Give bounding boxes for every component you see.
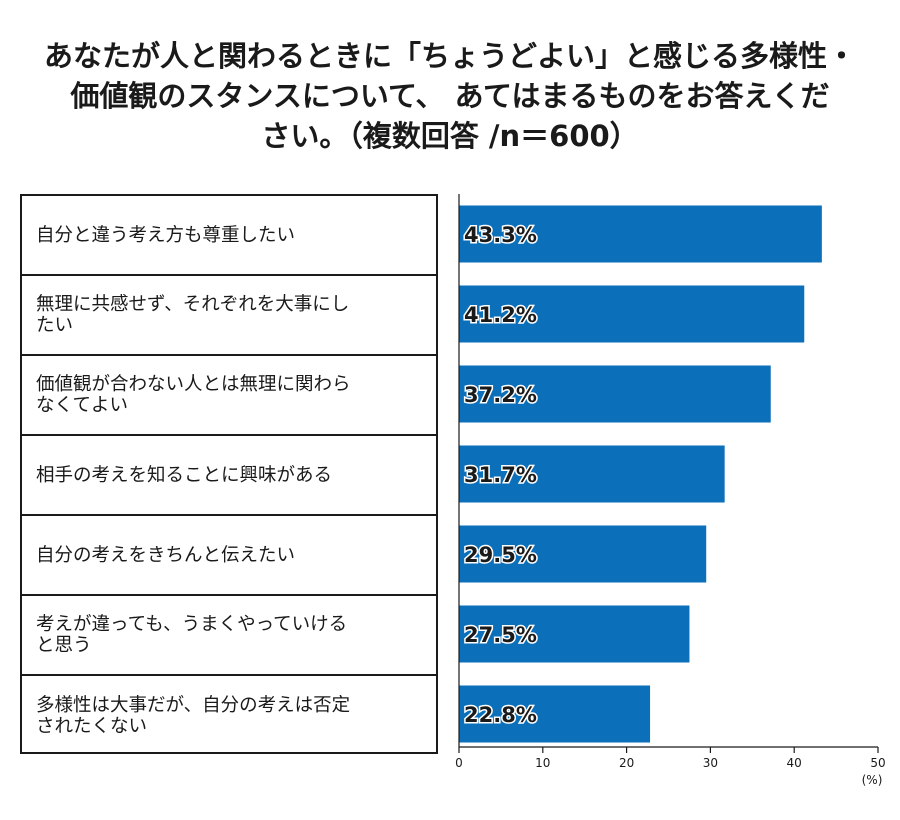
category-label-table: 自分と違う考え方も尊重したい 無理に共感せず、それぞれを大事にし たい 価値観が合わな… (20, 194, 438, 754)
bar-value-label: 31.7% (464, 463, 537, 487)
category-label-line: 無理に共感せず、それぞれを大事にし (36, 294, 350, 315)
category-label-line: と思う (36, 635, 92, 656)
category-label: 価値観が合わない人とは無理に関わら なくてよい (22, 356, 436, 436)
x-tick-label: 30 (703, 756, 718, 770)
category-label-line: 自分の考えをきちんと伝えたい (36, 544, 296, 566)
chart-title-line: あなたが人と関わるときに「ちょうどよい」と感じる多様性・ (43, 39, 856, 73)
x-tick-label: 50 (870, 756, 885, 770)
bar (459, 605, 690, 663)
category-label-line: たい (36, 315, 74, 336)
category-label: 無理に共感せず、それぞれを大事にし たい (22, 276, 436, 356)
x-tick-label: 40 (787, 756, 802, 770)
category-label-line: 相手の考えを知ることに興味がある (36, 464, 333, 486)
bar-value-label: 27.5% (464, 623, 537, 647)
x-axis-unit-label: (%) (862, 773, 883, 787)
bar (459, 525, 707, 583)
bar-value-label: 37.2% (464, 383, 537, 407)
bar (459, 365, 771, 423)
bar-value-label: 43.3% (464, 223, 537, 247)
category-label-line: なくてよい (36, 395, 128, 416)
x-tick-label: 10 (535, 756, 550, 770)
category-label-line: 多様性は大事だが、自分の考えは否定 (36, 695, 351, 716)
category-label: 相手の考えを知ることに興味がある (22, 436, 436, 516)
bar-value-label: 41.2% (464, 303, 537, 327)
chart-title-line: さい。（複数回答 /n＝600） (261, 119, 639, 153)
category-label: 考えが違っても、うまくやっていける と思う (22, 596, 436, 676)
bar (459, 685, 651, 743)
chart-title-line: 価値観のスタンスについて、 あてはまるものをお答えくだ (70, 79, 830, 113)
x-tick-label: 20 (619, 756, 634, 770)
category-label-line: 自分と違う考え方も尊重したい (36, 224, 296, 246)
category-label: 自分の考えをきちんと伝えたい (22, 516, 436, 596)
category-label-line: 価値観が合わない人とは無理に関わら (36, 374, 351, 395)
chart-title: あなたが人と関わるときに「ちょうどよい」と感じる多様性・ 価値観のスタンスについ… (20, 36, 880, 156)
bar (459, 445, 725, 503)
category-label: 自分と違う考え方も尊重したい (22, 196, 436, 276)
bar-value-label: 29.5% (464, 543, 537, 567)
category-label-line: されたくない (36, 716, 148, 737)
bar (459, 205, 822, 263)
bar (459, 285, 805, 343)
bar-value-label: 22.8% (464, 703, 537, 727)
category-label: 多様性は大事だが、自分の考えは否定 されたくない (22, 676, 436, 756)
x-tick-label: 0 (455, 756, 463, 770)
category-label-line: 考えが違っても、うまくやっていける (36, 614, 348, 635)
